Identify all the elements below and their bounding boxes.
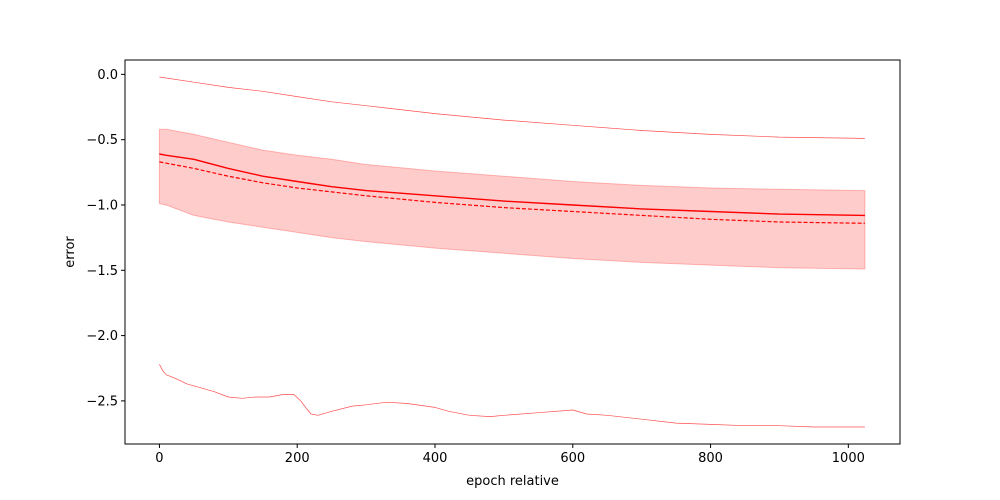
x-axis: 0 200 400 600 800 1000	[155, 444, 865, 466]
series-line-1	[159, 153, 865, 217]
y-tick-label: −2.0	[86, 329, 118, 344]
confidence-band	[158, 128, 866, 270]
series-line-4	[159, 364, 865, 428]
y-tick-label: 0.0	[97, 68, 118, 83]
series-line-2	[159, 161, 865, 224]
x-tick-label: 0	[155, 451, 163, 466]
x-tick-label: 200	[285, 451, 310, 466]
y-tick-label: −2.5	[86, 394, 118, 409]
plot-area	[158, 76, 866, 428]
x-tick-label: 800	[698, 451, 723, 466]
y-tick-label: −1.0	[86, 198, 118, 213]
y-axis-label: error	[63, 236, 78, 268]
y-tick-label: −1.5	[86, 264, 118, 279]
y-tick-label: −0.5	[86, 133, 118, 148]
x-tick-label: 600	[560, 451, 585, 466]
series-line-3	[159, 76, 865, 139]
x-tick-label: 1000	[832, 451, 865, 466]
plot-frame	[124, 59, 901, 445]
x-axis-label: epoch relative	[466, 474, 559, 489]
x-tick-label: 400	[423, 451, 448, 466]
y-axis: 0.0 −0.5 −1.0 −1.5 −2.0 −2.5	[86, 68, 125, 409]
